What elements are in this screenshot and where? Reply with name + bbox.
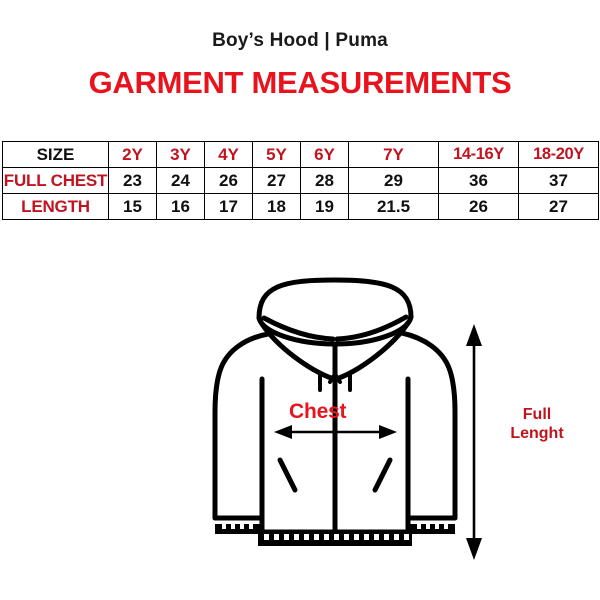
column-header-4y: 4Y bbox=[204, 141, 253, 168]
cell-length-7y: 21.5 bbox=[348, 193, 439, 220]
product-subtitle: Boy’s Hood | Puma bbox=[212, 30, 388, 51]
column-header-7y: 7Y bbox=[348, 141, 439, 168]
cell-full-chest-7y: 29 bbox=[348, 167, 439, 194]
cell-length-5y: 18 bbox=[252, 193, 301, 220]
column-header-6y: 6Y bbox=[300, 141, 349, 168]
cuff-ribbing bbox=[215, 524, 455, 534]
column-header-3y: 3Y bbox=[156, 141, 205, 168]
cell-full-chest-3y: 24 bbox=[156, 167, 205, 194]
cell-full-chest-2y: 23 bbox=[108, 167, 157, 194]
cell-length-2y: 15 bbox=[108, 193, 157, 220]
cell-length-14-16y: 26 bbox=[438, 193, 519, 220]
bottom-hem-ribbing bbox=[258, 534, 412, 546]
hood-inner-left bbox=[259, 321, 334, 381]
pocket-opening-right bbox=[372, 457, 393, 493]
full-length-label-line-2: Lenght bbox=[510, 425, 564, 442]
cell-full-chest-18-20y: 37 bbox=[518, 167, 599, 194]
table-header-row: SIZE 2Y 3Y 4Y 5Y 6Y 7Y 14-16Y 18-20Y bbox=[2, 141, 599, 168]
chest-arrow-head-left bbox=[274, 425, 292, 439]
pocket-opening-left bbox=[277, 457, 298, 493]
right-cuff-band bbox=[408, 524, 455, 534]
column-header-14-16y: 14-16Y bbox=[438, 141, 519, 168]
zipper-pull-icon bbox=[328, 372, 342, 384]
cell-length-4y: 17 bbox=[204, 193, 253, 220]
table-corner-header: SIZE bbox=[2, 141, 109, 168]
length-arrow-head-top bbox=[466, 324, 482, 346]
length-measure-arrow bbox=[466, 324, 482, 560]
page-title: GARMENT MEASUREMENTS bbox=[88, 65, 512, 100]
column-header-18-20y: 18-20Y bbox=[518, 141, 599, 168]
left-shoulder-sleeve bbox=[212, 331, 271, 521]
cell-full-chest-5y: 27 bbox=[252, 167, 301, 194]
cell-full-chest-6y: 28 bbox=[300, 167, 349, 194]
garment-illustration bbox=[0, 262, 600, 600]
left-cuff-ribs bbox=[222, 524, 253, 529]
table-row: FULL CHEST 23 24 26 27 28 29 36 37 bbox=[2, 167, 599, 194]
hem-ribs bbox=[264, 534, 409, 540]
full-length-label-line-1: Full bbox=[522, 406, 552, 423]
chest-measure-arrow bbox=[274, 425, 397, 439]
row-header-length: LENGTH bbox=[2, 193, 109, 220]
hoodie-outline bbox=[212, 277, 458, 535]
length-arrow-head-bottom bbox=[466, 538, 482, 560]
full-length-measure-label: Full Lenght bbox=[489, 405, 585, 443]
right-cuff-ribs bbox=[417, 524, 448, 529]
row-header-full-chest: FULL CHEST bbox=[2, 167, 109, 194]
left-cuff-band bbox=[215, 524, 262, 534]
table-row: LENGTH 15 16 17 18 19 21.5 26 27 bbox=[2, 193, 599, 220]
cell-length-18-20y: 27 bbox=[518, 193, 599, 220]
column-header-2y: 2Y bbox=[108, 141, 157, 168]
measurements-table: SIZE 2Y 3Y 4Y 5Y 6Y 7Y 14-16Y 18-20Y FUL… bbox=[2, 141, 599, 220]
chest-arrow-head-right bbox=[379, 425, 397, 439]
right-shoulder-sleeve bbox=[399, 330, 458, 521]
chest-measure-label: Chest bbox=[289, 400, 347, 423]
hood-outer-top bbox=[256, 277, 414, 321]
hood-lobe-left-seam bbox=[261, 315, 336, 342]
hood-inner-right bbox=[336, 320, 411, 381]
hood-lobe-right-seam bbox=[334, 314, 409, 342]
measurements-table-wrapper: SIZE 2Y 3Y 4Y 5Y 6Y 7Y 14-16Y 18-20Y FUL… bbox=[2, 141, 599, 220]
cell-full-chest-14-16y: 36 bbox=[438, 167, 519, 194]
cell-full-chest-4y: 26 bbox=[204, 167, 253, 194]
column-header-5y: 5Y bbox=[252, 141, 301, 168]
cell-length-3y: 16 bbox=[156, 193, 205, 220]
cell-length-6y: 19 bbox=[300, 193, 349, 220]
